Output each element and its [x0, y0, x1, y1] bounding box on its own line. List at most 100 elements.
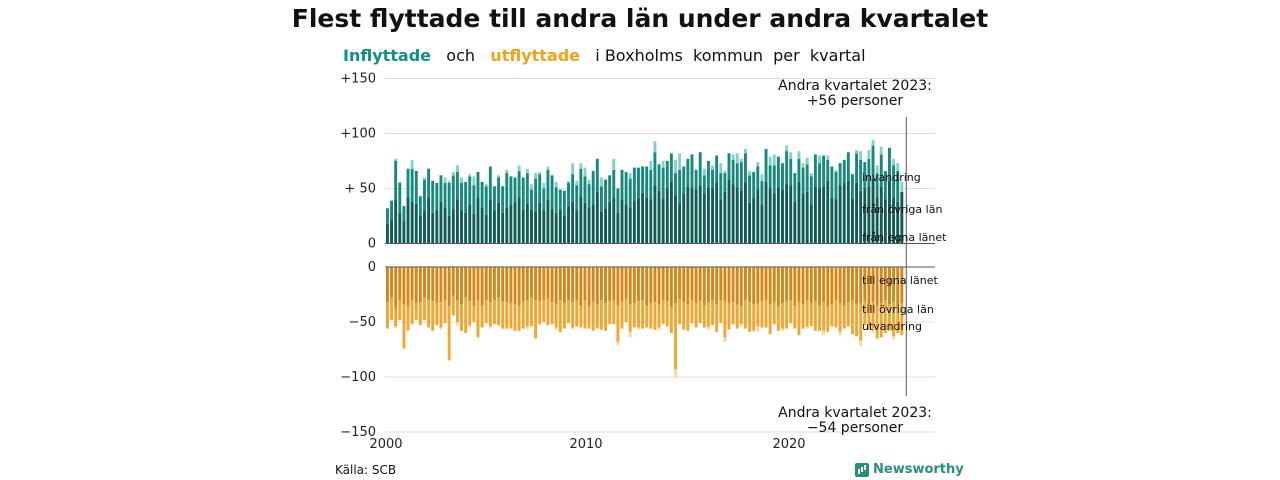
bar-in-segment	[484, 184, 488, 187]
bar-out-segment	[538, 301, 542, 325]
newsworthy-logo[interactable]: Newsworthy	[855, 462, 964, 477]
bar-in-segment	[562, 216, 566, 244]
bar-in-segment	[875, 197, 879, 244]
bar-out-segment	[686, 304, 690, 331]
bar-in-segment	[842, 183, 846, 244]
bar-in-segment	[431, 212, 435, 244]
bar-in-segment	[863, 188, 867, 244]
bar-out-segment	[398, 300, 402, 320]
bar-out-segment	[756, 326, 760, 332]
bar-in-segment	[513, 201, 517, 244]
bar-in-segment	[748, 175, 752, 203]
bar-out-segment	[785, 267, 789, 302]
bar-out-segment	[727, 267, 731, 304]
bar-in-segment	[497, 177, 501, 203]
annotation-top-line2: +56 personer	[807, 93, 904, 109]
bar-out-segment	[632, 303, 636, 328]
bar-out-segment	[591, 302, 595, 331]
bar-in-segment	[513, 177, 517, 202]
bar-in-segment	[805, 157, 809, 165]
bar-in-segment	[846, 152, 850, 181]
bar-in-segment	[883, 170, 887, 200]
bar-in-segment	[809, 173, 813, 177]
bar-in-segment	[809, 205, 813, 244]
bar-out-segment	[698, 267, 702, 302]
bar-in-segment	[492, 186, 496, 211]
bar-in-segment	[702, 194, 706, 244]
bar-in-segment	[818, 155, 821, 164]
bar-in-segment	[505, 173, 509, 208]
bar-out-segment	[776, 267, 780, 307]
bar-in-segment	[846, 180, 850, 244]
bar-out-segment	[739, 267, 743, 306]
bar-out-segment	[550, 267, 554, 303]
bar-out-segment	[723, 301, 727, 338]
bar-out-segment	[414, 267, 418, 304]
bar-in-segment	[464, 212, 468, 244]
bar-in-segment	[674, 173, 677, 196]
bar-in-segment	[731, 159, 735, 185]
bar-out-segment	[867, 267, 871, 307]
bar-out-segment	[756, 303, 760, 327]
bar-out-segment	[706, 326, 710, 330]
bar-in-segment	[492, 210, 496, 244]
bar-out-segment	[842, 305, 846, 329]
bar-in-segment	[575, 210, 579, 244]
bar-out-segment	[711, 300, 714, 326]
bar-out-segment	[554, 327, 558, 330]
bar-out-segment	[599, 267, 603, 300]
bar-in-segment	[719, 163, 723, 174]
bar-out-segment	[711, 267, 714, 300]
bar-in-segment	[776, 187, 780, 244]
bar-out-segment	[492, 267, 496, 300]
bar-in-segment	[653, 141, 657, 153]
bar-in-segment	[657, 164, 661, 191]
bar-in-segment	[472, 185, 476, 214]
bar-out-segment	[517, 267, 521, 306]
bar-in-segment	[620, 199, 624, 244]
bar-in-segment	[439, 201, 443, 244]
bar-in-segment	[554, 181, 558, 188]
bar-in-segment	[739, 190, 743, 244]
bar-in-segment	[797, 158, 801, 182]
bar-out-segment	[809, 303, 813, 327]
bar-out-segment	[546, 267, 550, 299]
bar-out-segment	[612, 300, 616, 325]
bar-out-segment	[776, 306, 780, 331]
bar-out-segment	[439, 302, 443, 328]
bar-in-segment	[855, 153, 859, 183]
bar-in-segment	[748, 202, 752, 244]
bar-in-segment	[558, 209, 562, 244]
bar-in-segment	[822, 186, 826, 244]
bar-out-segment	[793, 267, 797, 306]
bar-in-segment	[455, 165, 459, 172]
bar-in-segment	[781, 163, 784, 190]
bar-out-segment	[521, 301, 525, 329]
bar-in-segment	[550, 208, 554, 244]
bar-in-segment	[871, 145, 875, 179]
bar-out-segment	[386, 302, 389, 329]
bar-in-segment	[443, 183, 447, 208]
bar-in-segment	[460, 183, 463, 211]
bar-in-segment	[554, 187, 558, 213]
bar-in-segment	[402, 221, 406, 244]
bar-out-segment	[414, 303, 418, 320]
bar-out-segment	[472, 305, 476, 322]
bar-in-segment	[830, 197, 834, 244]
bar-in-segment	[542, 188, 546, 211]
bar-in-segment	[809, 176, 813, 205]
bar-in-segment	[772, 194, 776, 244]
bar-in-segment	[735, 163, 739, 188]
bar-out-segment	[525, 326, 529, 330]
bar-in-segment	[575, 180, 579, 186]
bar-out-segment	[608, 301, 612, 325]
x-tick-label: 2010	[569, 437, 602, 452]
bar-in-segment	[451, 208, 455, 244]
bar-out-segment	[706, 267, 710, 303]
bar-in-segment	[760, 180, 764, 205]
bar-in-segment	[883, 199, 887, 244]
bar-in-segment	[752, 197, 756, 244]
bar-in-segment	[558, 189, 562, 210]
bar-out-segment	[464, 267, 468, 298]
bar-out-segment	[818, 305, 821, 331]
